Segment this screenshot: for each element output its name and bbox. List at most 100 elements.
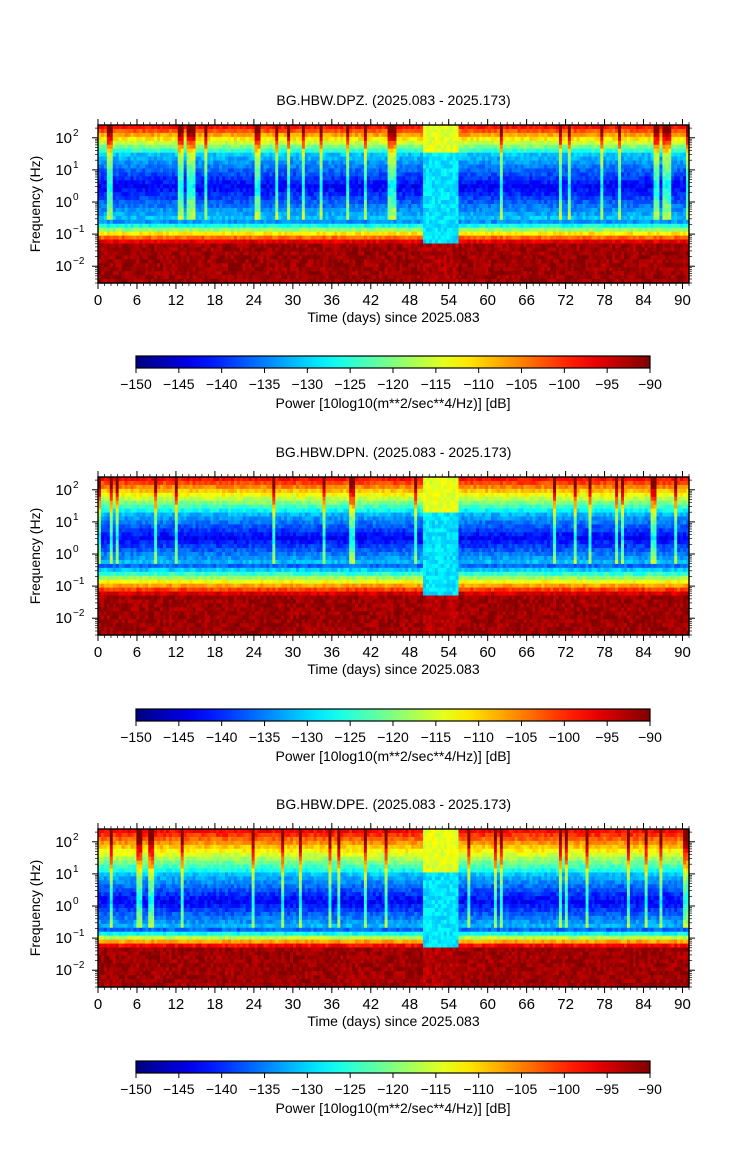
x-tick-label: 18 (207, 292, 224, 309)
y-axis-label: Frequency (Hz) (27, 156, 43, 252)
x-tick-label: 78 (596, 996, 613, 1013)
x-tick-label: 42 (362, 644, 379, 661)
y-tick-exponent: 0 (73, 896, 79, 907)
colorbar-tick-label: −90 (638, 1081, 662, 1097)
x-tick-label: 0 (94, 292, 102, 309)
x-tick-label: 24 (246, 996, 263, 1013)
x-tick-label: 84 (635, 996, 652, 1013)
x-tick-label: 6 (133, 644, 141, 661)
x-tick-label: 72 (557, 996, 574, 1013)
x-tick-label: 66 (518, 292, 535, 309)
spectrogram-panel-3: BG.HBW.DPE. (2025.083 - 2025.173) 0 6 12 18 2… (27, 796, 695, 1116)
x-tick-label: 18 (207, 996, 224, 1013)
spectrogram-panel-1: BG.HBW.DPZ. (2025.083 - 2025.173)0 6 12 18 2… (27, 92, 695, 411)
x-tick-label: 90 (674, 996, 691, 1013)
x-tick-label: 36 (323, 996, 340, 1013)
colorbar-tick-label: −115 (421, 376, 452, 392)
colorbar: −150 −145 −140 −135 −130 −125 −120 −115 −110 −105… (120, 709, 662, 764)
colorbar: −150 −145 −140 −135 −130 −125 −120 −115 −110 −105… (120, 1061, 662, 1116)
x-tick-label: 12 (168, 996, 185, 1013)
colorbar-tick-label: −90 (638, 376, 662, 392)
colorbar-label: Power [10log10(m**2/sec**4/Hz)] [dB] (276, 748, 511, 764)
colorbar-tick-label: −115 (421, 729, 452, 745)
colorbar-tick-label: −125 (334, 1081, 366, 1097)
y-axis-label: Frequency (Hz) (27, 860, 43, 956)
y-tick-exponent: −1 (73, 928, 85, 939)
y-tick-exponent: −2 (73, 608, 85, 619)
x-tick-label: 6 (133, 996, 141, 1013)
colorbar-tick-label: −150 (120, 729, 152, 745)
x-tick-label: 30 (284, 292, 301, 309)
x-tick-label: 42 (362, 292, 379, 309)
x-tick-label: 60 (479, 644, 496, 661)
x-tick-label: 36 (323, 292, 340, 309)
spectrogram-heatmap (98, 829, 690, 988)
y-tick-exponent: 2 (73, 480, 79, 491)
colorbar-tick-label: −125 (334, 729, 366, 745)
colorbar: −150 −145 −140 −135 −130 −125 −120 −115 −110 −105… (120, 356, 662, 411)
y-tick-label: 10 (55, 130, 72, 147)
colorbar-tick-label: −100 (549, 1081, 581, 1097)
colorbar-tick-label: −115 (421, 1081, 452, 1097)
colorbar-label: Power [10log10(m**2/sec**4/Hz)] [dB] (276, 1100, 511, 1116)
colorbar-tick-label: −145 (163, 376, 195, 392)
x-tick-label: 72 (557, 644, 574, 661)
x-tick-label: 30 (284, 996, 301, 1013)
colorbar-gradient (136, 1061, 650, 1073)
x-tick-label: 90 (674, 644, 691, 661)
colorbar-tick-label: −110 (463, 1081, 494, 1097)
panel-title: BG.HBW.DPE. (2025.083 - 2025.173) (276, 796, 511, 812)
colorbar-tick-label: −95 (595, 729, 619, 745)
y-tick-label: 10 (55, 514, 72, 531)
x-tick-label: 30 (284, 644, 301, 661)
colorbar-tick-label: −130 (292, 1081, 324, 1097)
colorbar-tick-label: −140 (206, 376, 238, 392)
colorbar-tick-label: −100 (549, 729, 581, 745)
y-tick-exponent: −1 (73, 224, 85, 235)
y-tick-label: 10 (55, 578, 72, 595)
y-tick-label: 10 (55, 898, 72, 915)
x-tick-label: 78 (596, 644, 613, 661)
x-tick-label: 60 (479, 996, 496, 1013)
y-tick-exponent: −2 (73, 256, 85, 267)
y-tick-exponent: 1 (73, 512, 79, 523)
y-tick-label: 10 (55, 482, 72, 499)
colorbar-tick-label: −130 (292, 729, 324, 745)
y-tick-label: 10 (55, 962, 72, 979)
colorbar-tick-label: −120 (377, 376, 409, 392)
x-tick-label: 84 (635, 644, 652, 661)
x-tick-label: 54 (440, 996, 457, 1013)
y-tick-exponent: 2 (73, 832, 79, 843)
x-axis-label: Time (days) since 2025.083 (307, 1013, 479, 1029)
colorbar-tick-label: −120 (377, 729, 409, 745)
spectrogram-panel-2: BG.HBW.DPN. (2025.083 - 2025.173)0 6 12 18 2… (27, 444, 695, 764)
colorbar-tick-label: −105 (506, 1081, 538, 1097)
x-tick-label: 66 (518, 644, 535, 661)
spectrogram-heatmap (98, 477, 690, 636)
colorbar-tick-label: −145 (163, 1081, 195, 1097)
colorbar-gradient (136, 356, 650, 368)
x-tick-label: 48 (401, 644, 418, 661)
y-tick-label: 10 (55, 610, 72, 627)
x-tick-label: 84 (635, 292, 652, 309)
y-tick-label: 10 (55, 194, 72, 211)
panel-title: BG.HBW.DPZ. (2025.083 - 2025.173) (276, 92, 510, 108)
colorbar-tick-label: −110 (463, 376, 494, 392)
colorbar-gradient (136, 709, 650, 721)
x-tick-label: 42 (362, 996, 379, 1013)
colorbar-tick-label: −135 (249, 376, 281, 392)
colorbar-label: Power [10log10(m**2/sec**4/Hz)] [dB] (276, 395, 511, 411)
x-tick-label: 66 (518, 996, 535, 1013)
colorbar-tick-label: −110 (463, 729, 494, 745)
x-tick-label: 60 (479, 292, 496, 309)
spectrogram-heatmap (98, 125, 690, 284)
x-tick-label: 48 (401, 292, 418, 309)
y-tick-exponent: −2 (73, 960, 85, 971)
y-tick-exponent: 0 (73, 192, 79, 203)
panel-title: BG.HBW.DPN. (2025.083 - 2025.173) (276, 444, 512, 460)
colorbar-tick-label: −95 (595, 376, 619, 392)
x-tick-label: 48 (401, 996, 418, 1013)
colorbar-tick-label: −105 (506, 376, 538, 392)
x-tick-label: 24 (246, 292, 263, 309)
colorbar-tick-label: −135 (249, 1081, 281, 1097)
